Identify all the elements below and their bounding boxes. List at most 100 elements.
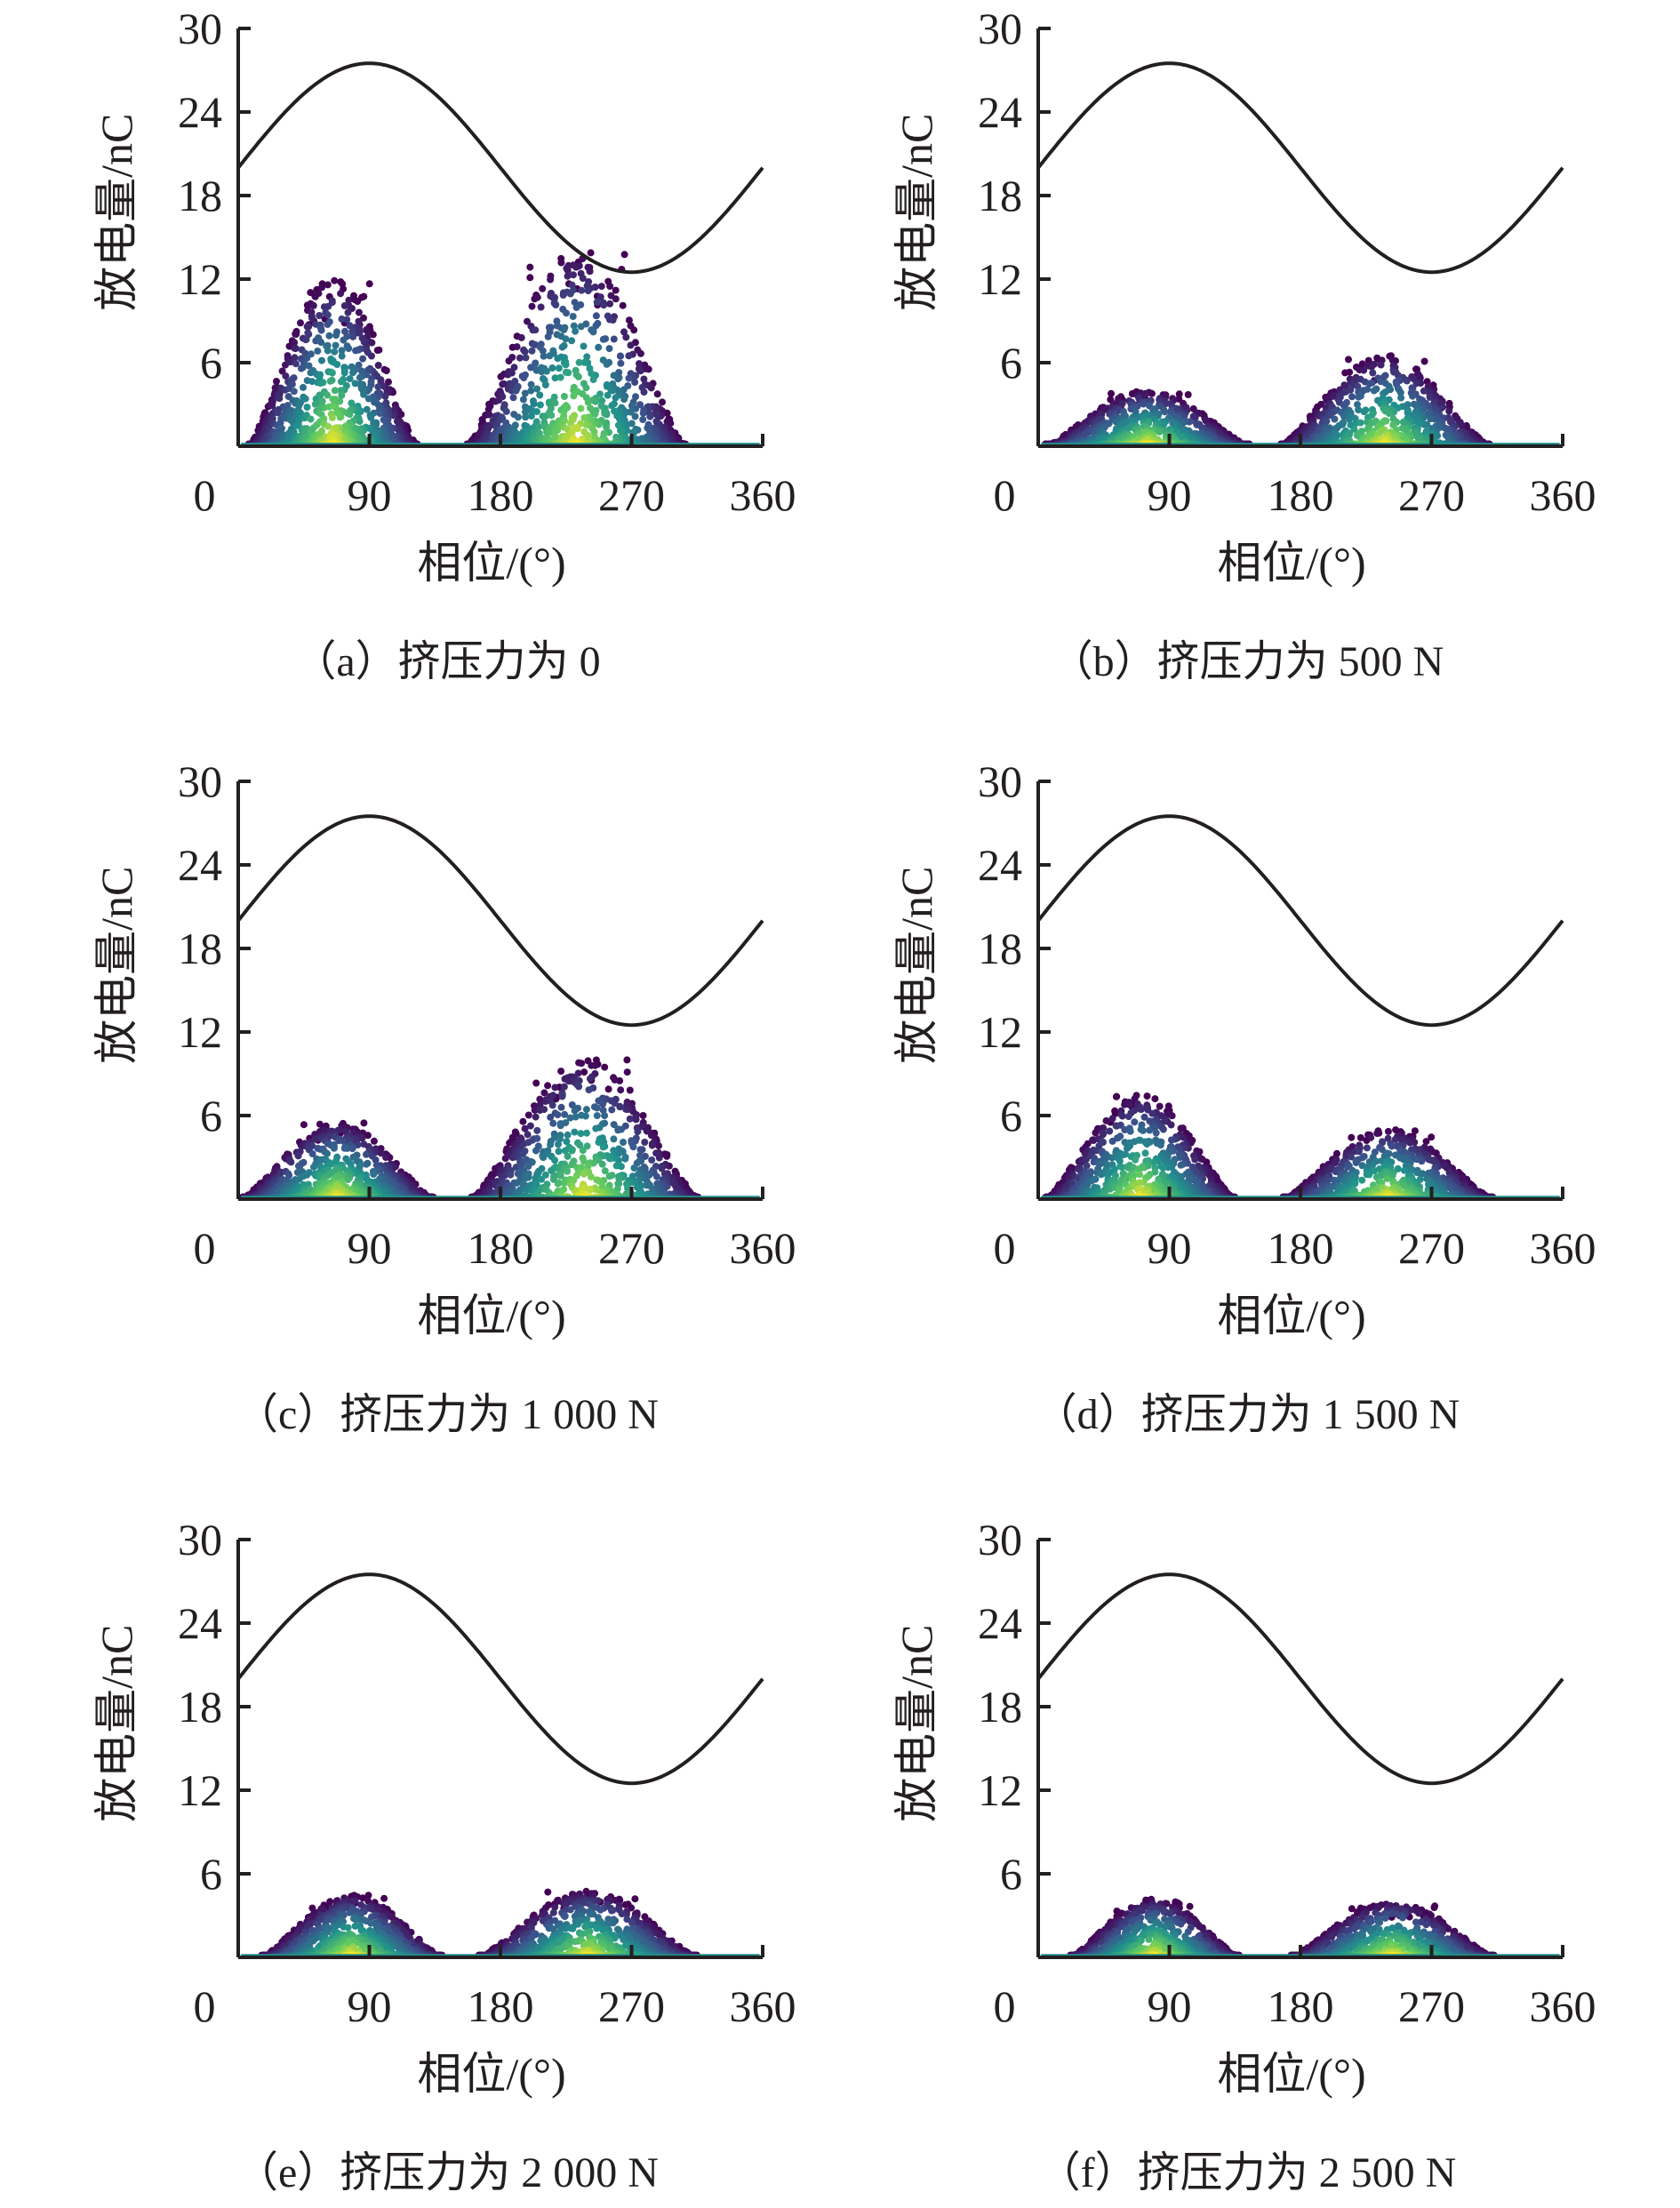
discharge-point bbox=[339, 280, 347, 288]
discharge-point bbox=[605, 316, 613, 324]
discharge-point bbox=[324, 347, 332, 355]
discharge-point bbox=[1364, 385, 1372, 393]
discharge-point bbox=[303, 404, 311, 412]
discharge-point bbox=[646, 412, 654, 420]
discharge-point bbox=[348, 363, 356, 371]
discharge-point bbox=[509, 394, 517, 402]
discharge-point bbox=[1368, 363, 1376, 371]
discharge-point bbox=[643, 1127, 651, 1135]
discharge-point bbox=[536, 391, 544, 399]
discharge-point bbox=[526, 1122, 534, 1130]
discharge-point bbox=[274, 409, 282, 417]
discharge-point bbox=[616, 352, 624, 360]
discharge-point bbox=[652, 418, 660, 426]
discharge-point bbox=[589, 376, 597, 383]
discharge-point bbox=[385, 378, 392, 386]
discharge-point bbox=[653, 390, 661, 398]
discharge-point bbox=[324, 281, 332, 289]
discharge-point bbox=[319, 379, 327, 387]
discharge-point bbox=[1331, 415, 1339, 423]
discharge-point bbox=[631, 412, 639, 420]
discharge-point bbox=[564, 369, 572, 377]
x-tick-label: 90 bbox=[1148, 470, 1192, 520]
discharge-point bbox=[513, 343, 521, 351]
discharge-point bbox=[355, 329, 363, 337]
discharge-point bbox=[346, 322, 354, 330]
x-axis-title: 相位/(°) bbox=[1217, 538, 1365, 588]
discharge-point bbox=[587, 404, 594, 412]
discharge-point bbox=[570, 392, 578, 400]
discharge-point bbox=[641, 1139, 649, 1146]
discharge-point bbox=[606, 300, 614, 308]
discharge-point bbox=[530, 400, 538, 408]
discharge-point bbox=[636, 360, 643, 368]
discharge-point bbox=[532, 1113, 540, 1121]
discharge-point bbox=[562, 361, 570, 369]
discharge-point bbox=[617, 359, 625, 367]
discharge-cluster-2 bbox=[468, 1056, 702, 1201]
discharge-point bbox=[317, 326, 325, 334]
discharge-point bbox=[640, 388, 648, 396]
discharge-point bbox=[570, 271, 577, 279]
discharge-point bbox=[516, 354, 524, 362]
discharge-point bbox=[292, 360, 300, 368]
discharge-point bbox=[324, 341, 332, 349]
discharge-point bbox=[346, 375, 354, 383]
panel-caption: （b）挤压力为 500 N bbox=[1051, 638, 1444, 685]
discharge-point bbox=[548, 364, 556, 372]
discharge-point bbox=[315, 290, 323, 298]
discharge-point bbox=[524, 1111, 532, 1119]
discharge-point bbox=[601, 410, 609, 417]
discharge-point bbox=[551, 399, 559, 407]
discharge-point bbox=[544, 332, 552, 340]
discharge-point bbox=[282, 372, 290, 380]
discharge-point bbox=[356, 373, 364, 381]
discharge-point bbox=[579, 275, 587, 283]
discharge-point bbox=[318, 284, 326, 292]
discharge-point bbox=[305, 362, 313, 370]
x-tick-label: 360 bbox=[730, 470, 796, 520]
discharge-point bbox=[524, 1131, 532, 1139]
discharge-point bbox=[556, 373, 564, 381]
discharge-point bbox=[349, 332, 357, 340]
discharge-point bbox=[580, 342, 588, 350]
discharge-point bbox=[332, 341, 340, 349]
discharge-point bbox=[337, 290, 345, 298]
discharge-point bbox=[309, 301, 317, 309]
discharge-point bbox=[639, 1112, 647, 1119]
discharge-point bbox=[628, 402, 636, 410]
discharge-point bbox=[533, 408, 540, 416]
discharge-point bbox=[310, 1163, 317, 1171]
discharge-point bbox=[349, 369, 356, 377]
discharge-point bbox=[268, 414, 276, 422]
discharge-point bbox=[485, 411, 493, 419]
discharge-point bbox=[1356, 392, 1364, 400]
y-tick-label: 18 bbox=[978, 171, 1022, 220]
discharge-point bbox=[588, 370, 596, 378]
discharge-point bbox=[355, 308, 363, 316]
discharge-point bbox=[331, 276, 339, 284]
y-tick-label: 6 bbox=[1000, 338, 1022, 388]
discharge-point bbox=[367, 413, 375, 421]
discharge-point bbox=[1347, 386, 1355, 394]
discharge-point bbox=[276, 419, 284, 427]
discharge-point bbox=[572, 423, 580, 431]
discharge-point bbox=[552, 301, 560, 308]
discharge-point bbox=[611, 407, 619, 415]
y-axis-title: 放电量/nC bbox=[92, 114, 141, 311]
discharge-point bbox=[631, 379, 639, 386]
discharge-point bbox=[560, 341, 568, 349]
discharge-point bbox=[1368, 379, 1376, 387]
discharge-point bbox=[330, 1144, 338, 1152]
discharge-point bbox=[548, 1101, 556, 1109]
discharge-point bbox=[519, 1117, 527, 1125]
discharge-point bbox=[338, 315, 346, 323]
discharge-point bbox=[521, 389, 529, 397]
discharge-point bbox=[500, 380, 508, 388]
discharge-point bbox=[348, 399, 356, 407]
discharge-point bbox=[586, 268, 594, 276]
discharge-point bbox=[604, 391, 612, 399]
x-tick-label: 270 bbox=[598, 470, 665, 520]
